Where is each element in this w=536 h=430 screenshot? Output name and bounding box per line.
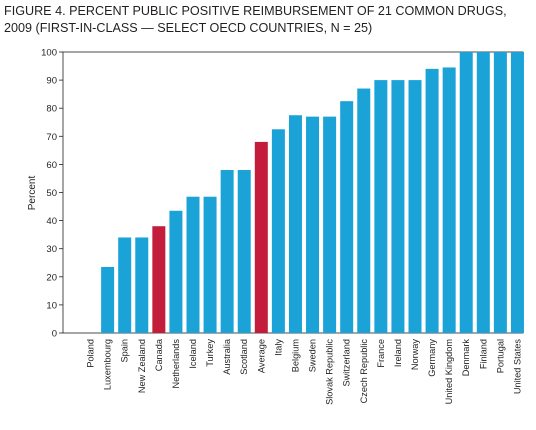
bar-denmark [459,52,473,333]
y-tick-label: 10 [46,300,57,311]
bar-iceland [186,196,200,333]
x-category-label: United States [512,339,522,395]
chart-title-line-1: FIGURE 4. PERCENT PUBLIC POSITIVE REIMBU… [4,4,507,18]
x-category-label: Australia [222,338,232,375]
bar-czech-republic [357,88,371,333]
x-category-label: France [376,339,386,368]
bar-slovak-republic [323,116,337,333]
x-category-label: United Kingdom [444,339,454,405]
y-tick-label: 30 [46,244,57,255]
x-category-label: Denmark [461,339,471,377]
bar-france [374,80,388,333]
bar-spain [118,237,132,333]
chart-title: FIGURE 4. PERCENT PUBLIC POSITIVE REIMBU… [4,3,534,37]
bar-scotland [237,170,251,333]
bar-italy [271,129,285,333]
bar-australia [220,170,234,333]
bar-netherlands [169,210,183,333]
bar-ireland [391,80,405,333]
bar-luxembourg [101,266,115,333]
y-tick-label: 70 [46,132,57,143]
bar-belgium [288,115,302,333]
y-tick-label: 100 [41,48,57,59]
x-category-label: Belgium [290,339,300,373]
x-category-label: Netherlands [171,339,181,389]
y-tick-label: 90 [46,76,57,87]
y-tick-label: 50 [46,188,57,199]
x-category-label: Canada [154,338,164,371]
x-category-label: Spain [120,339,130,363]
bar-finland [476,52,490,333]
x-category-label: Luxembourg [103,339,113,390]
y-tick-label: 40 [46,216,57,227]
x-category-label: Ireland [393,339,403,367]
x-category-label: Czech Republic [359,339,369,404]
bar-germany [425,68,439,334]
bar-turkey [203,196,217,333]
x-category-label: Average [256,339,266,373]
x-category-label: Norway [410,339,420,371]
chart-title-line-2: 2009 (FIRST-IN-CLASS — SELECT OECD COUNT… [4,21,373,35]
x-category-label: Italy [273,339,283,356]
y-tick-label: 60 [46,160,57,171]
x-category-label: Scotland [239,339,249,375]
bar-norway [408,80,422,333]
x-category-label: Slovak Republic [325,339,335,405]
x-category-label: Portugal [495,339,505,373]
bar-average [254,141,268,333]
x-category-label: Sweden [308,339,318,372]
y-tick-label: 0 [52,329,57,340]
bar-sweden [306,116,320,333]
y-axis-label: Percent [27,176,38,211]
y-tick-label: 80 [46,104,57,115]
bar-united-states [510,52,524,333]
bar-canada [152,226,166,333]
bar-portugal [493,52,507,333]
x-category-label: Germany [427,339,437,377]
x-category-label: New Zealand [137,339,147,393]
x-category-label: Iceland [188,339,198,369]
y-tick-label: 20 [46,272,57,283]
x-category-label: Poland [86,339,96,368]
bar-switzerland [340,101,354,333]
x-category-label: Finland [478,339,488,369]
bar-new-zealand [135,237,149,333]
x-category-label: Turkey [205,339,215,367]
x-category-label: Switzerland [342,339,352,387]
bar-united-kingdom [442,67,456,333]
